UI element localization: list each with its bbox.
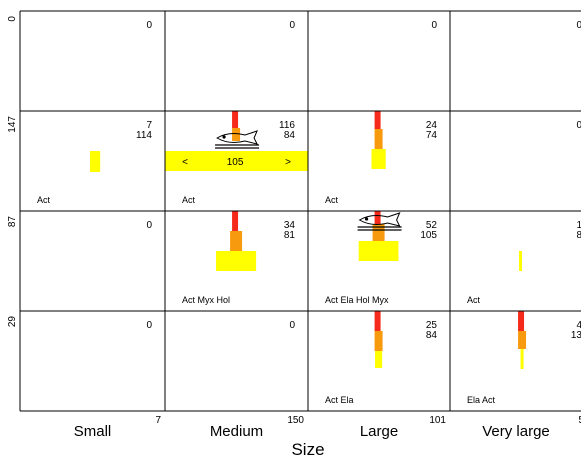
bar-segment-mid [232,128,241,141]
cell-count-primary: 4 [576,320,581,331]
bar-segment-top [518,311,525,331]
row-label: 29 [7,316,18,328]
cell-count-primary: 0 [289,320,295,331]
cell-count-secondary: 74 [426,130,438,141]
cell-taxa-label: Act [325,195,339,205]
cell-count-primary: 7 [146,120,152,131]
cell: 0 [576,20,581,31]
row-label: 87 [7,216,18,228]
cell-count-secondary: 81 [284,230,296,241]
x-axis-label: Size [291,440,324,459]
bar-segment-mid [230,231,243,251]
bar-segment-mid [372,224,385,241]
grid-layer [19,10,581,412]
cell-count-secondary: 84 [426,330,438,341]
bar-segment-base [216,251,257,271]
cell: 0 [576,120,581,131]
column-label: Very large [482,423,550,440]
cell-count-primary: 24 [426,120,438,131]
cell-count-primary: 34 [284,220,296,231]
column-label: Large [360,423,398,440]
fish-icon [357,212,402,231]
cell: 0 [146,20,152,31]
cell-count-primary: 52 [426,220,438,231]
bar-segment-base [519,251,522,271]
cell-count-secondary: 114 [136,130,152,141]
cell-count-primary: 0 [289,20,295,31]
bar-segment-top [374,311,381,331]
range-band-left-arrow: < [182,157,188,168]
range-band-right-arrow: > [285,157,291,168]
bar-segment-top [374,211,381,224]
cell-count-primary: 0 [431,20,437,31]
cell-count-primary: 1 [576,220,581,231]
cell: 0 [289,320,295,331]
row-label: 147 [7,116,18,133]
cell-taxa-label: Act [182,195,196,205]
bar-segment-base [90,151,101,172]
bar-segment-base [520,349,524,369]
bar-segment-mid [518,331,527,349]
cell-taxa-label: Act [467,295,481,305]
column-total: 150 [287,415,304,426]
column-total: 7 [155,415,161,426]
cell-count-secondary: 8 [576,230,581,241]
cell-count-primary: 116 [279,120,295,131]
cell-taxa-label: Act Ela Hol Myx [325,295,389,305]
bar-segment-mid [374,129,383,149]
cell: 0 [146,320,152,331]
cell-count-primary: 0 [146,220,152,231]
cell: 18 Act [467,220,581,305]
cell-taxa-label: Act Myx Hol [182,295,230,305]
cell-count-secondary: 13 [571,330,581,341]
cell-count-secondary: 105 [420,230,437,241]
bar-segment-base [371,149,386,169]
row-label: 0 [7,16,18,22]
cell-count-primary: 0 [146,20,152,31]
bar-segment-top [374,111,381,129]
cell: 0 [289,20,295,31]
range-band-value: 105 [227,157,244,168]
column-label: Small [74,423,112,440]
cell-taxa-label: Ela Act [467,395,496,405]
cell-count-primary: 0 [576,120,581,131]
bar-segment-top [232,211,239,231]
bar-segment-top [232,111,239,128]
cell: 413 Ela Act [467,311,581,405]
column-total: 101 [429,415,446,426]
cell: 0 [146,220,152,231]
cell-taxa-label: Act Ela [325,395,354,405]
bar-segment-base [375,351,383,368]
fish-icon [215,130,260,149]
cell-count-primary: 0 [146,320,152,331]
cell-count-secondary: 84 [284,130,296,141]
cell-count-primary: 25 [426,320,438,331]
range-band [165,151,308,171]
bar-segment-base [358,241,399,261]
column-label: Medium [210,423,263,440]
cell-count-primary: 0 [576,20,581,31]
bar-segment-mid [374,331,383,351]
cell: 0 [431,20,437,31]
cell-taxa-label: Act [37,195,51,205]
column-total: 5 [578,415,581,426]
